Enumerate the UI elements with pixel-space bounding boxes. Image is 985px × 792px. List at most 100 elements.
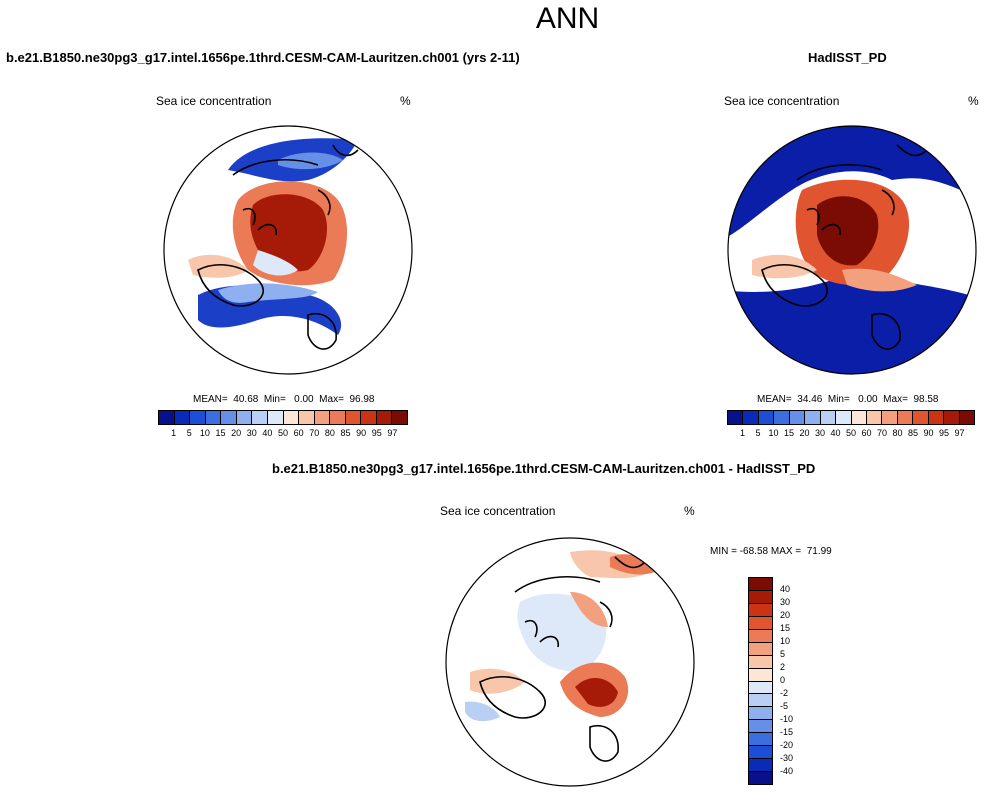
colorbar-swatch (236, 411, 253, 424)
colorbar-tick-label: 15 (215, 428, 226, 438)
model-colorbar (158, 410, 408, 425)
colorbar-swatch (252, 411, 268, 424)
colorbar-swatch (159, 411, 175, 424)
colorbar-tick-label: 70 (876, 428, 887, 438)
colorbar-tick-label: 97 (954, 428, 965, 438)
obs-colorbar-labels: 1 5 10 15 20 30 40 50 60 70 80 85 90 95 97 (727, 428, 975, 440)
colorbar-swatch (314, 411, 331, 424)
colorbar-tick-label: -40 (780, 766, 794, 776)
diff-stats: MIN = -68.58 MAX = 71.99 (710, 546, 832, 557)
colorbar-tick-label: 50 (277, 428, 288, 438)
colorbar-tick-label: -20 (780, 740, 794, 750)
colorbar-tick-label: 40 (780, 584, 791, 594)
colorbar-swatch (749, 707, 772, 721)
colorbar-tick-label: 2 (780, 662, 786, 672)
colorbar-swatch (820, 411, 837, 424)
model-variable-label: Sea ice concentration (156, 94, 272, 108)
colorbar-swatch (299, 411, 315, 424)
obs-case-title: HadISST_PD (808, 50, 887, 65)
colorbar-swatch (944, 411, 960, 424)
colorbar-swatch (749, 655, 772, 669)
colorbar-swatch (851, 411, 867, 424)
colorbar-tick-label: 95 (938, 428, 949, 438)
colorbar-tick-label: 20 (231, 428, 242, 438)
colorbar-swatch (376, 411, 393, 424)
colorbar-tick-label: 97 (387, 428, 398, 438)
colorbar-swatch (749, 681, 772, 695)
colorbar-tick-label: -30 (780, 753, 794, 763)
colorbar-tick-label: 5 (186, 428, 192, 438)
colorbar-swatch (205, 411, 222, 424)
colorbar-tick-label: 80 (324, 428, 335, 438)
colorbar-tick-label: 15 (780, 623, 791, 633)
colorbar-swatch (728, 411, 744, 424)
colorbar-swatch (267, 411, 284, 424)
colorbar-tick-label: 5 (755, 428, 761, 438)
model-case-title: b.e21.B1850.ne30pg3_g17.intel.1656pe.1th… (6, 50, 520, 65)
colorbar-tick-label: -5 (780, 701, 789, 711)
colorbar-swatch (749, 772, 772, 784)
colorbar-tick-label: 1 (171, 428, 177, 438)
diff-colorbar (748, 577, 773, 785)
colorbar-swatch (882, 411, 898, 424)
model-colorbar-labels: 1 5 10 15 20 30 40 50 60 70 80 85 90 95 97 (158, 428, 408, 440)
colorbar-tick-label: 30 (246, 428, 257, 438)
colorbar-tick-label: 85 (340, 428, 351, 438)
colorbar-tick-label: 10 (199, 428, 210, 438)
colorbar-swatch (174, 411, 191, 424)
colorbar-tick-label: 60 (861, 428, 872, 438)
colorbar-swatch (749, 733, 772, 747)
colorbar-tick-label: 0 (780, 675, 786, 685)
diff-variable-label: Sea ice concentration (440, 504, 556, 518)
colorbar-tick-label: -10 (780, 714, 794, 724)
colorbar-tick-label: 10 (780, 636, 791, 646)
diff-units-label: % (684, 504, 695, 518)
colorbar-swatch (749, 642, 772, 656)
colorbar-swatch (749, 694, 772, 708)
colorbar-swatch (749, 603, 772, 617)
colorbar-swatch (749, 720, 772, 734)
colorbar-tick-label: -15 (780, 727, 794, 737)
colorbar-swatch (743, 411, 759, 424)
colorbar-swatch (866, 411, 883, 424)
colorbar-swatch (897, 411, 914, 424)
colorbar-tick-label: 70 (309, 428, 320, 438)
colorbar-swatch (190, 411, 206, 424)
colorbar-swatch (749, 578, 772, 591)
colorbar-tick-label: 50 (845, 428, 856, 438)
colorbar-swatch (959, 411, 974, 424)
colorbar-swatch (836, 411, 852, 424)
colorbar-tick-label: 90 (356, 428, 367, 438)
colorbar-swatch (361, 411, 377, 424)
obs-colorbar (727, 410, 975, 425)
colorbar-swatch (789, 411, 806, 424)
colorbar-swatch (749, 590, 772, 604)
colorbar-swatch (283, 411, 300, 424)
model-polar-map (163, 125, 413, 375)
colorbar-swatch (805, 411, 821, 424)
colorbar-tick-label: 95 (371, 428, 382, 438)
colorbar-tick-label: 80 (892, 428, 903, 438)
colorbar-tick-label: 60 (293, 428, 304, 438)
colorbar-swatch (928, 411, 945, 424)
colorbar-swatch (749, 616, 772, 630)
diff-colorbar-labels: 40 30 20 15 10 5 2 0 -2 -5 -10 -15 -20 -30 -40 (778, 577, 808, 785)
obs-units-label: % (968, 94, 979, 108)
colorbar-tick-label: 20 (799, 428, 810, 438)
colorbar-swatch (221, 411, 237, 424)
colorbar-tick-label: 1 (739, 428, 745, 438)
model-stats: MEAN= 40.68 Min= 0.00 Max= 96.98 (193, 394, 375, 405)
figure-title: ANN (535, 2, 600, 35)
colorbar-tick-label: 15 (783, 428, 794, 438)
colorbar-tick-label: 30 (780, 597, 791, 607)
colorbar-swatch (913, 411, 929, 424)
colorbar-tick-label: 90 (923, 428, 934, 438)
colorbar-swatch (392, 411, 407, 424)
obs-stats: MEAN= 34.46 Min= 0.00 Max= 98.58 (757, 394, 939, 405)
colorbar-swatch (749, 746, 772, 760)
colorbar-tick-label: 5 (780, 649, 786, 659)
diff-polar-map (445, 537, 695, 787)
colorbar-tick-label: -2 (780, 688, 789, 698)
colorbar-swatch (345, 411, 362, 424)
obs-polar-map (727, 125, 977, 375)
